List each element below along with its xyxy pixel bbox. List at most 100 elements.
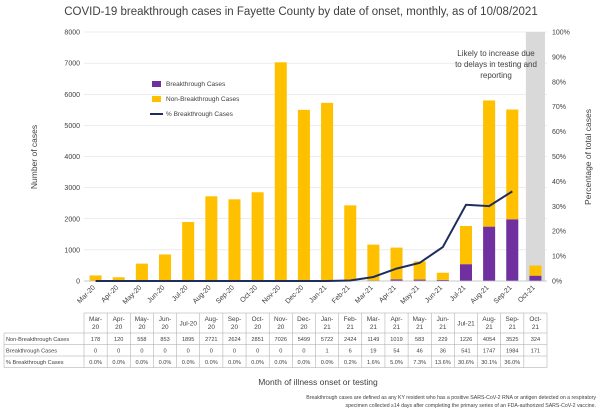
bar-non-breakthrough: [436, 272, 449, 280]
table-header: 20: [208, 324, 216, 331]
table-header: Sep-: [506, 316, 520, 323]
table-cell: 0: [233, 348, 236, 354]
table-cell: 0: [163, 348, 166, 354]
bar-non-breakthrough: [413, 261, 426, 280]
y-tick-label: 5000: [64, 123, 80, 130]
table-cell: 0.0%: [205, 360, 218, 366]
x-tick-label: Feb-21: [331, 284, 352, 305]
bar-non-breakthrough: [321, 102, 334, 281]
annotation: Likely to increase due to delays in testi…: [455, 49, 537, 80]
y2-axis-label: Percentage of total cases: [583, 109, 593, 205]
table-header: Feb-: [344, 316, 357, 323]
y2-tick-label: 90%: [552, 54, 566, 61]
x-tick-label: Sep-21: [493, 284, 514, 305]
bar-breakthrough: [459, 264, 472, 281]
bar-non-breakthrough: [159, 254, 172, 281]
table-cell: 19: [370, 348, 376, 354]
table-cell: 0.0%: [228, 360, 241, 366]
x-tick-label: Aug-21: [470, 284, 491, 305]
bar-breakthrough: [506, 219, 519, 281]
table-header: May-: [135, 316, 149, 323]
table-header: 21: [370, 324, 378, 331]
table-header: Oct-: [529, 316, 541, 323]
x-tick-label: May-21: [400, 284, 422, 306]
table-cell: 178: [91, 337, 100, 343]
table-header: Aug-: [205, 316, 219, 323]
bar-breakthrough: [529, 275, 542, 281]
table-cell: 1019: [390, 337, 402, 343]
bar-non-breakthrough: [483, 100, 496, 227]
table-row-label: % Breakthrough Cases: [6, 360, 64, 366]
annotation-line: Likely to increase due: [457, 49, 535, 58]
legend-swatch-non-breakthrough: [152, 96, 161, 102]
bar-non-breakthrough: [251, 192, 264, 281]
table-header: 21: [393, 324, 401, 331]
y2-tick-label: 100%: [552, 30, 570, 37]
x-tick-label: Jul-21: [449, 284, 468, 303]
x-tick-label: May-20: [122, 284, 144, 306]
bar-breakthrough: [483, 226, 496, 281]
table-header: 21: [324, 324, 332, 331]
y2-tick-label: 0%: [552, 279, 562, 286]
y-tick-label: 6000: [64, 92, 80, 99]
bar-non-breakthrough: [182, 222, 195, 281]
table-header: 20: [138, 324, 146, 331]
bar-non-breakthrough: [344, 205, 357, 281]
table-cell: 7026: [275, 337, 287, 343]
table-cell: 3525: [506, 337, 518, 343]
y2-tick-label: 40%: [552, 179, 566, 186]
table-cell: 0: [94, 348, 97, 354]
bar-non-breakthrough: [367, 244, 380, 281]
table-header: 20: [115, 324, 123, 331]
table-header: Mar-: [367, 316, 380, 323]
table-cell: 558: [137, 337, 146, 343]
table-cell: 853: [160, 337, 169, 343]
table-cell: 2424: [344, 337, 356, 343]
bar-non-breakthrough: [506, 109, 519, 220]
table-header: Sep-: [228, 316, 242, 323]
table-cell: 229: [438, 337, 447, 343]
x-tick-label: Oct-21: [517, 284, 537, 304]
table-cell: 583: [415, 337, 424, 343]
table-cell: 0.0%: [159, 360, 172, 366]
footnote-line: Breakthrough cases are defined as any KY…: [306, 395, 596, 401]
table-header: Nov-: [274, 316, 288, 323]
table-cell: 0: [256, 348, 259, 354]
table-cell: 30.1%: [481, 360, 497, 366]
table-header: 21: [532, 324, 540, 331]
table-header: 20: [231, 324, 239, 331]
table-cell: 0: [117, 348, 120, 354]
bar-non-breakthrough: [459, 226, 472, 265]
table-header: Jul-21: [457, 321, 475, 328]
table-header: Dec-: [297, 316, 311, 323]
table-cell: 30.6%: [458, 360, 474, 366]
x-tick-label: Aug-20: [192, 284, 213, 305]
y2-tick-label: 60%: [552, 129, 566, 136]
x-tick-label: Apr-21: [378, 284, 398, 304]
y2-tick-label: 80%: [552, 79, 566, 86]
table-header: 21: [347, 324, 355, 331]
x-tick-label: Jun-20: [146, 284, 166, 304]
table-cell: 13.6%: [435, 360, 451, 366]
table-cell: 0: [210, 348, 213, 354]
table-cell: 36.0%: [504, 360, 520, 366]
table-header: Jan-: [321, 316, 333, 323]
y-axis-label: Number of cases: [29, 125, 39, 189]
footnote-line: specimen collected ≥14 days after comple…: [345, 403, 596, 409]
y-tick-label: 0: [76, 279, 80, 286]
table-cell: 324: [531, 337, 540, 343]
bar-breakthrough: [436, 279, 449, 281]
y-tick-label: 1000: [64, 247, 80, 254]
table-cell: 0.0%: [182, 360, 195, 366]
table-cell: 171: [531, 348, 540, 354]
table-cell: 0: [187, 348, 190, 354]
table-header: 20: [161, 324, 169, 331]
table-cell: 46: [417, 348, 423, 354]
annotation-line: to delays in testing and: [455, 60, 537, 69]
bar-non-breakthrough: [228, 199, 241, 281]
table-cell: 541: [461, 348, 470, 354]
table-header: 21: [416, 324, 424, 331]
bar-non-breakthrough: [135, 263, 148, 281]
